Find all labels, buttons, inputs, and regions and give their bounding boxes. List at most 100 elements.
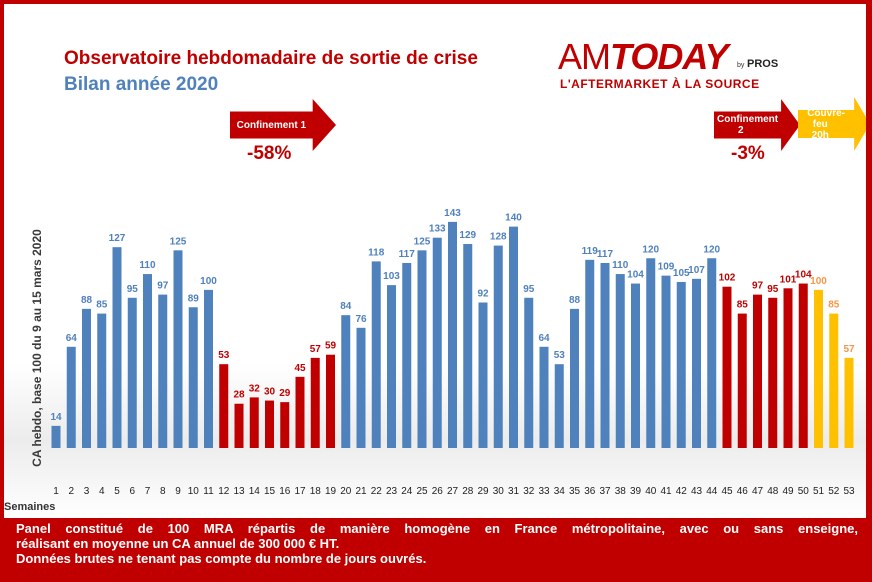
x-tick-week-17: 17 <box>294 486 306 497</box>
data-label-week-17: 45 <box>294 363 306 374</box>
bar-week-32 <box>524 297 534 448</box>
data-label-week-23: 103 <box>383 271 400 282</box>
data-label-week-39: 104 <box>627 270 644 281</box>
x-tick-week-3: 3 <box>84 486 90 497</box>
data-label-week-45: 102 <box>719 273 736 284</box>
x-tick-week-53: 53 <box>843 486 855 497</box>
bar-week-41 <box>661 275 671 448</box>
data-label-week-11: 100 <box>200 276 217 287</box>
data-label-week-7: 110 <box>139 260 156 271</box>
bar-week-16 <box>280 402 290 448</box>
x-tick-week-9: 9 <box>175 486 181 497</box>
data-label-week-29: 92 <box>477 289 489 300</box>
bar-week-18 <box>310 357 320 448</box>
x-tick-week-26: 26 <box>432 486 444 497</box>
data-label-week-50: 104 <box>795 270 812 281</box>
bar-week-24 <box>402 262 412 448</box>
data-label-week-40: 120 <box>642 244 659 255</box>
bar-week-48 <box>768 297 778 448</box>
bar-week-45 <box>722 286 732 448</box>
data-label-week-37: 117 <box>597 249 614 260</box>
data-label-week-19: 59 <box>325 341 337 352</box>
x-tick-week-36: 36 <box>584 486 596 497</box>
data-label-week-8: 97 <box>157 281 169 292</box>
x-tick-week-13: 13 <box>233 486 245 497</box>
bar-week-46 <box>737 313 747 448</box>
data-label-week-33: 64 <box>538 333 550 344</box>
data-label-week-47: 97 <box>752 281 764 292</box>
bar-week-34 <box>554 364 564 448</box>
x-tick-week-11: 11 <box>203 486 214 497</box>
data-label-week-10: 89 <box>188 293 200 304</box>
bar-week-29 <box>478 302 488 448</box>
data-label-week-9: 125 <box>170 236 187 247</box>
bar-week-2 <box>66 346 76 448</box>
data-label-week-1: 14 <box>50 412 62 423</box>
x-tick-week-35: 35 <box>569 486 581 497</box>
x-tick-week-32: 32 <box>523 486 535 497</box>
data-label-week-16: 29 <box>279 388 291 399</box>
bar-week-51 <box>814 289 823 449</box>
bar-week-28 <box>463 244 473 448</box>
bar-week-14 <box>249 397 259 448</box>
bar-week-4 <box>97 313 107 448</box>
x-tick-week-8: 8 <box>160 486 166 497</box>
x-tick-week-51: 51 <box>813 486 825 497</box>
bar-week-39 <box>631 283 640 448</box>
data-label-week-14: 32 <box>249 383 261 394</box>
x-tick-week-44: 44 <box>706 486 718 497</box>
x-tick-week-22: 22 <box>371 486 383 497</box>
x-tick-week-37: 37 <box>599 486 611 497</box>
bar-week-21 <box>356 327 366 448</box>
bar-week-30 <box>493 245 503 448</box>
logo-tagline: L'AFTERMARKET À LA SOURCE <box>560 77 760 91</box>
data-label-week-25: 125 <box>414 236 431 247</box>
data-label-week-13: 28 <box>233 390 245 401</box>
confinement1-label: Confinement 1 <box>236 119 307 131</box>
x-tick-week-42: 42 <box>676 486 688 497</box>
x-tick-week-38: 38 <box>615 486 627 497</box>
data-label-week-24: 117 <box>399 249 416 260</box>
x-tick-week-27: 27 <box>447 486 459 497</box>
data-label-week-6: 95 <box>127 284 139 295</box>
data-label-week-42: 105 <box>673 268 690 279</box>
x-tick-week-15: 15 <box>264 486 276 497</box>
chart-title: Observatoire hebdomadaire de sortie de c… <box>64 48 478 69</box>
x-tick-week-40: 40 <box>645 486 657 497</box>
x-tick-week-4: 4 <box>99 486 105 497</box>
x-tick-week-23: 23 <box>386 486 398 497</box>
x-tick-week-7: 7 <box>145 486 151 497</box>
data-label-week-26: 133 <box>429 224 446 235</box>
x-tick-week-10: 10 <box>188 486 200 497</box>
x-tick-week-28: 28 <box>462 486 474 497</box>
chart-subtitle: Bilan année 2020 <box>64 74 219 95</box>
data-label-week-31: 140 <box>505 213 522 224</box>
bar-week-12 <box>219 364 229 448</box>
footer-line-1: Panel constitué de 100 MRA répartis de m… <box>16 521 858 536</box>
bar-week-19 <box>326 354 335 448</box>
bar-week-3 <box>82 308 91 448</box>
footer-line-2: réalisant en moyenne un CA annuel de 300… <box>16 536 340 551</box>
amtoday-logo: AMTODAY <box>558 36 729 78</box>
bar-week-6 <box>127 297 137 448</box>
chart-frame: Observatoire hebdomadaire de sortie de c… <box>4 4 866 518</box>
bar-week-42 <box>676 281 686 448</box>
bar-week-26 <box>432 237 442 448</box>
logo-by-text: by <box>737 62 745 69</box>
x-tick-week-50: 50 <box>798 486 810 497</box>
couvre-feu-label-line2: 20h <box>811 129 829 141</box>
bar-week-17 <box>295 376 305 448</box>
bar-week-9 <box>173 250 183 448</box>
confinement2-label-line2: 2 <box>738 125 744 136</box>
bar-week-13 <box>234 403 244 448</box>
data-label-week-53: 57 <box>843 344 855 355</box>
x-tick-week-16: 16 <box>279 486 291 497</box>
data-label-week-36: 119 <box>582 246 599 257</box>
data-label-week-38: 110 <box>612 260 629 271</box>
bar-week-11 <box>204 289 213 449</box>
x-tick-week-14: 14 <box>249 486 261 497</box>
bar-week-7 <box>143 274 152 448</box>
bar-week-43 <box>692 278 701 448</box>
x-tick-week-34: 34 <box>554 486 566 497</box>
data-label-week-27: 143 <box>444 208 461 219</box>
